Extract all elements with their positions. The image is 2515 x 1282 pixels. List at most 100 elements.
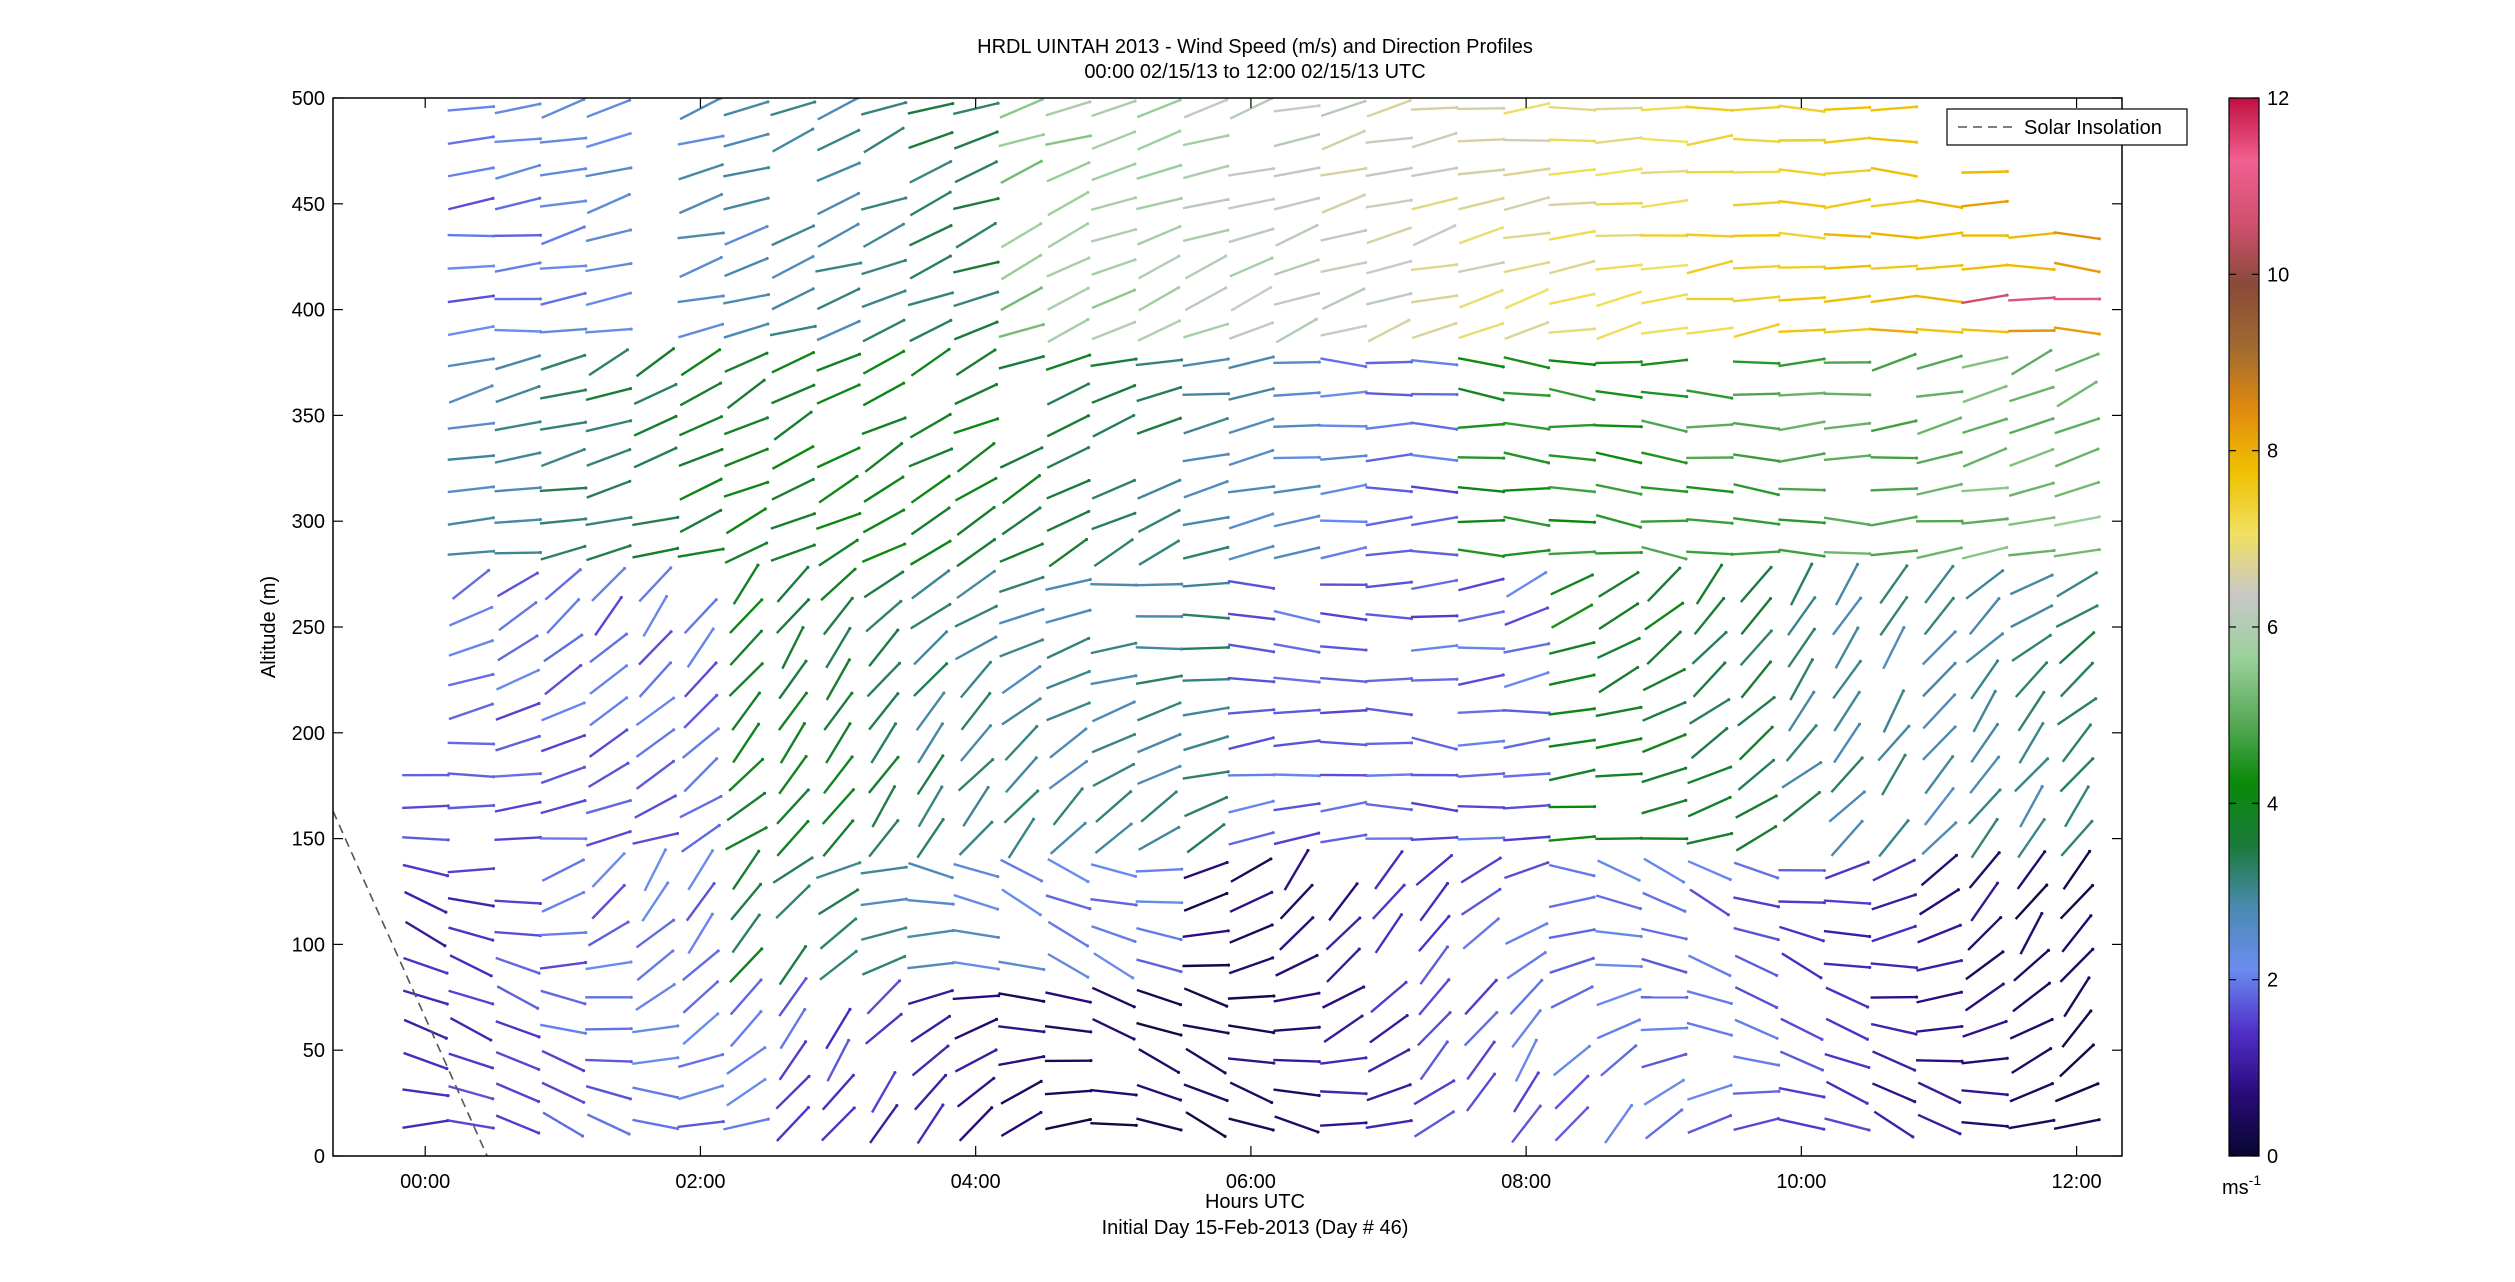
wind-vector [1411,132,1457,149]
wind-vector-head [1960,231,1964,235]
wind-vector-head [1178,98,1182,102]
wind-vector-head [950,876,954,880]
wind-vector-head [1902,625,1906,630]
wind-vector [1595,963,1642,968]
wind-vector [1830,757,1864,794]
wind-vector-head [759,1010,763,1014]
wind-vector [1596,988,1641,1007]
wind-vector [632,1118,678,1130]
wind-vector [913,662,948,697]
wind-vector-head [1684,461,1688,465]
wind-vector [723,133,769,148]
wind-vector [2008,329,2055,333]
wind-vector-head [1684,970,1688,974]
wind-vector-head [718,381,723,385]
wind-vector [958,821,993,856]
wind-vector-head [1178,1098,1183,1102]
wind-vector [771,384,815,405]
wind-vector [403,1018,447,1040]
wind-vector-head [1272,1061,1276,1065]
wind-vector-head [766,480,770,484]
wind-vector-head [1960,263,1964,267]
wind-vector [1503,804,1550,810]
wind-vector [1823,392,1870,397]
wind-vector [634,794,676,819]
wind-vector [1595,263,1642,271]
wind-vector [1961,263,2008,271]
wind-vector-head [1905,564,1909,568]
wind-vector-head [1636,571,1640,575]
wind-vector-head [1269,285,1273,290]
wind-vector-head [765,416,769,420]
wind-vector [539,327,586,334]
wind-vector [1048,760,1088,790]
wind-vector [1095,790,1132,823]
wind-vector [1136,417,1181,435]
wind-vector [1410,485,1457,494]
wind-vector [1690,727,1728,760]
wind-vector [732,564,759,605]
wind-vector [775,598,810,634]
wind-vector [680,824,720,853]
wind-vector-head [714,598,718,602]
wind-vector-head [721,1119,725,1124]
wind-vector [998,608,1044,625]
wind-vector [497,635,538,662]
wind-vector-head [1362,193,1366,197]
wind-vector [1273,831,1319,846]
wind-vector-head [1040,446,1044,450]
wind-vector-head [583,798,587,803]
wind-vector [1549,957,1594,974]
wind-vector [1091,162,1136,182]
wind-vector [1503,261,1549,274]
wind-vector [1227,1024,1274,1034]
wind-vector-head [851,819,855,823]
wind-vector [1824,1117,1870,1132]
wind-vector-head [1269,857,1273,861]
wind-vector-head [1592,259,1596,263]
wind-vector-head [1545,922,1549,926]
wind-vector-head [1455,363,1459,367]
wind-vector [724,352,768,373]
wind-vector-head [1726,913,1730,917]
wind-vector [1595,106,1642,111]
wind-vector [682,980,719,1014]
wind-vector [1458,226,1503,245]
wind-vector [1044,1024,1091,1034]
wind-vector-head [490,384,494,388]
wind-vector [1138,540,1180,566]
wind-vector-head [491,264,496,268]
wind-vector [1916,354,1962,371]
wind-vector-head [1634,1044,1638,1048]
wind-vector [953,862,999,878]
wind-vector-head [1953,725,1957,729]
wind-vector [1227,643,1274,653]
wind-vector-head [811,350,815,355]
wind-vector [546,598,580,635]
wind-vector-head [1087,669,1091,674]
wind-vector [1595,483,1642,496]
wind-vector-head [2052,1118,2056,1122]
wind-vector-head [992,505,996,510]
wind-vector [1640,390,1687,398]
wind-vector [1090,196,1136,212]
wind-vector-head [622,566,627,571]
wind-vector [1367,1048,1410,1073]
wind-vector-head [1226,1031,1230,1035]
wind-vector-head [627,1132,631,1136]
x-tick-label: 10:00 [1776,1171,1826,1193]
wind-vector [1365,486,1412,493]
wind-vector [1136,765,1181,786]
wind-vector-head [625,728,629,732]
wind-vector [955,348,996,377]
wind-vector-head [1132,478,1136,482]
wind-vector-head [490,605,494,609]
wind-vector-head [536,1006,540,1010]
wind-vector [860,897,907,907]
wind-vector-head [671,759,676,763]
wind-vector-head [1862,790,1866,794]
wind-vector [494,836,541,841]
wind-vector [778,977,807,1017]
wind-vector-head [1822,1127,1826,1131]
wind-vector-head [2047,981,2052,985]
